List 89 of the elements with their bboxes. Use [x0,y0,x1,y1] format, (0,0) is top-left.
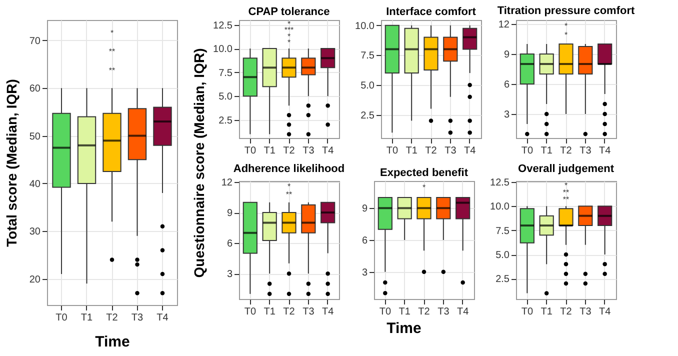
annotation: * [564,21,568,30]
annotation: ** [108,66,116,76]
y-tick-label: 7.5 [496,226,510,237]
chart-title: Expected benefit [380,167,468,179]
annotation: * [287,182,291,191]
x-tick-label: T4 [156,312,169,324]
x-tick-label: T2 [283,146,296,156]
y-axis-title: Total score (Median, IQR) [3,79,20,247]
x-tick-label: T2 [106,312,118,324]
y-tick-label: 12 [221,178,233,189]
y-tick-label: 50 [29,131,41,142]
y-tick-label: 6 [504,80,510,90]
x-tick-label: T3 [131,312,144,324]
x-tick-label: T0 [386,146,398,156]
y-tick-label: 6 [362,236,368,246]
x-tick-label: T1 [540,146,553,156]
x-tick-label: T4 [599,146,612,156]
annotation: ** [562,194,570,204]
y-tick-label: 2.5 [218,115,233,126]
x-tick-label: T0 [521,146,534,156]
y-tick-label: 3 [504,110,510,120]
x-tick-label: T1 [264,146,276,156]
y-tick-label: 40 [29,178,41,190]
x-tick-label: T3 [438,306,450,318]
y-tick-label: 20 [29,274,41,286]
x-tick-label: T3 [302,306,315,318]
x-axis-title: Time [386,320,422,337]
x-tick-label: T2 [560,146,572,156]
x-tick-label: T2 [560,306,572,318]
y-tick-label: 9 [504,50,510,60]
y-tick-label: 2.5 [496,274,510,286]
y-tick-label: 12.5 [213,20,233,32]
x-tick-label: T1 [80,312,94,324]
x-tick-label: T2 [418,306,430,318]
x-tick-label: T3 [580,146,592,156]
y-tick-label: 3 [362,267,368,278]
annotation: * [287,38,291,47]
x-tick-label: T1 [264,306,276,318]
y-tick-label: 2.5 [360,110,375,122]
annotation: * [422,183,426,192]
x-tick-label: T3 [580,306,592,318]
y-tick-label: 5.0 [360,80,375,92]
y-tick-label: 10.0 [490,202,510,213]
x-axis-title: Time [95,334,130,350]
y-tick-label: 7.5 [360,50,375,62]
y-tick-label: 30 [29,226,41,238]
y-tick-label: 6 [226,238,233,250]
chart-title: Overall judgement [518,162,614,175]
y-tick-label: 12 [498,20,510,30]
chart-title: Interface comfort [386,6,476,18]
y-tick-label: 5.0 [218,92,233,103]
annotation: * [110,28,114,38]
chart-title: CPAP tolerance [248,6,330,18]
x-tick-label: T4 [599,306,612,318]
y-tick-label: 10.0 [213,44,233,56]
x-tick-label: T4 [322,306,334,318]
x-tick-label: T4 [457,306,470,318]
x-tick-label: T3 [302,146,315,156]
annotation: * [564,180,568,190]
y-tick-label: 60 [29,84,41,95]
chart-title: Titration pressure comfort [497,5,635,17]
annotation: ** [286,190,292,199]
y-tick-label: 3 [226,269,233,280]
x-tick-label: T1 [540,306,553,318]
x-tick-label: T0 [244,146,256,156]
y-axis-title: Questionnaire score (Median, IQR) [191,48,207,278]
x-tick-label: T0 [521,306,534,318]
y-tick-label: 7.5 [218,68,233,79]
x-tick-label: T2 [425,146,438,156]
y-tick-label: 12.5 [490,177,510,188]
annotation: ** [108,47,116,56]
y-tick-label: 9 [362,204,368,215]
x-tick-label: T4 [322,146,334,156]
x-tick-label: T4 [464,146,476,156]
x-tick-label: T3 [444,146,457,156]
x-tick-label: T0 [379,306,392,318]
y-tick-label: 10.0 [355,20,375,32]
chart-title: Adherence likelihood [233,163,345,176]
annotation: ** [562,188,570,197]
x-tick-label: T1 [398,306,411,318]
y-tick-label: 5.0 [496,250,510,262]
annotation: * [287,19,291,28]
x-tick-label: T2 [283,306,296,318]
x-tick-label: T1 [406,146,418,156]
annotation: * [564,30,568,40]
y-tick-label: 9 [226,208,233,220]
x-tick-label: T0 [56,312,68,324]
x-tick-label: T0 [244,306,256,318]
y-tick-label: 70 [29,36,41,47]
